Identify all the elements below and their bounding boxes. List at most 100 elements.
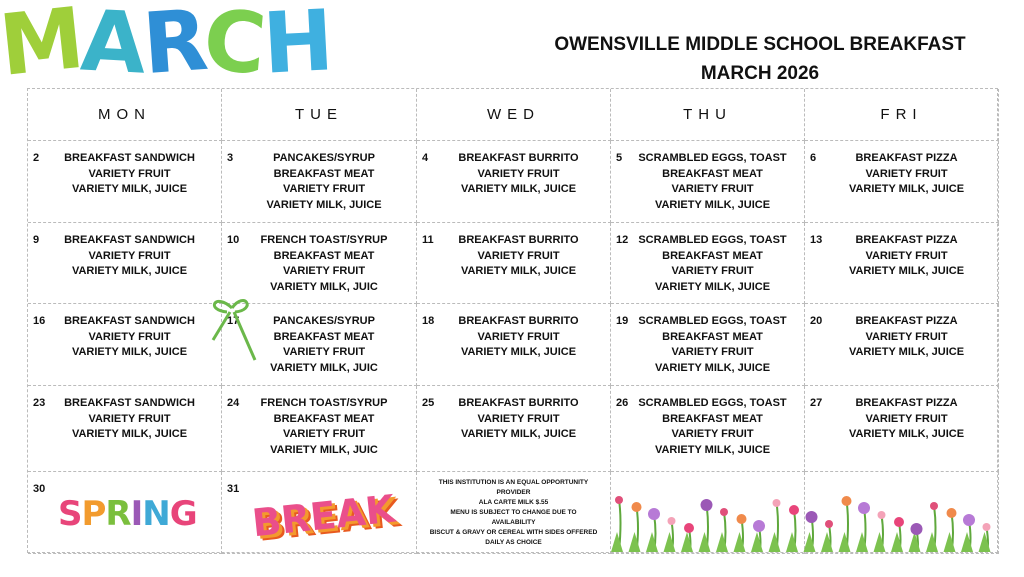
day-cell: 31: [222, 472, 417, 554]
note-line: THIS INSTITUTION IS AN EQUAL OPPORTUNITY: [438, 479, 589, 486]
day-header-wed: WED: [417, 89, 611, 141]
menu-item: VARIETY FRUIT: [865, 249, 948, 262]
march-logo: MARCH: [0, 0, 333, 95]
menu-item: VARIETY FRUIT: [671, 346, 754, 358]
menu-item: VARIETY MILK, JUICE: [266, 198, 382, 211]
day-cell: 23 BREAKFAST SANDWICH VARIETY FRUIT VARIETY…: [28, 386, 222, 472]
menu-item: BREAKFAST MEAT: [662, 330, 763, 343]
menu-item: BREAKFAST SANDWICH: [64, 152, 195, 164]
page-subtitle: MARCH 2026: [700, 63, 820, 84]
menu-items: FRENCH TOAST/SYRUP BREAKFAST MEAT VARIETY …: [222, 396, 416, 458]
menu-item: VARIETY FRUIT: [477, 167, 560, 180]
logo-letter: A: [78, 0, 146, 93]
menu-item: VARIETY FRUIT: [88, 249, 171, 262]
menu-items: BREAKFAST PIZZA VARIETY FRUIT VARIETY MILK…: [805, 233, 998, 280]
menu-item: FRENCH TOAST/SYRUP: [260, 234, 388, 246]
menu-item: VARIETY FRUIT: [477, 249, 560, 262]
day-header-fri: FRI: [805, 89, 999, 141]
calendar-grid: MON TUE WED THU FRI 2 BREAKFAST SANDWICH VARIET…: [27, 88, 999, 554]
day-number: 27: [810, 397, 823, 409]
day-cell: 25 BREAKFAST BURRITO VARIETY FRUIT VARIETY …: [417, 386, 611, 472]
menu-item: BREAKFAST SANDWICH: [64, 397, 195, 409]
menu-item: BREAKFAST MEAT: [662, 167, 763, 180]
menu-item: BREAKFAST MEAT: [662, 249, 763, 262]
note-line: ALA CARTE MILK $.55: [478, 499, 549, 506]
menu-item: SCRAMBLED EGGS, TOAST: [638, 152, 787, 164]
day-cell: 6 BREAKFAST PIZZA VARIETY FRUIT VARIETY MIL…: [805, 141, 999, 223]
day-number: 4: [422, 152, 429, 164]
menu-item: VARIETY FRUIT: [671, 265, 754, 277]
menu-item: VARIETY MILK, JUICE: [460, 346, 577, 358]
day-number: 31: [227, 483, 240, 495]
spring-letter: N: [142, 494, 170, 534]
day-number: 20: [810, 315, 823, 327]
menu-item: SCRAMBLED EGGS, TOAST: [638, 397, 787, 409]
day-number: 3: [227, 152, 234, 164]
menu-item: BREAKFAST PIZZA: [855, 234, 958, 246]
day-cell: 20 BREAKFAST PIZZA VARIETY FRUIT VARIETY MI…: [805, 304, 999, 386]
menu-item: FRENCH TOAST/SYRUP: [260, 397, 388, 409]
menu-items: FRENCH TOAST/SYRUP BREAKFAST MEAT VARIETY …: [222, 233, 416, 295]
day-number: 5: [616, 152, 623, 164]
day-cell: 26 SCRAMBLED EGGS, TOAST BREAKFAST MEAT VAR…: [611, 386, 805, 472]
spring-letter: P: [81, 494, 107, 534]
menu-item: VARIETY MILK, JUICE: [654, 361, 771, 374]
menu-items: SCRAMBLED EGGS, TOAST BREAKFAST MEAT VARIE…: [611, 233, 804, 295]
day-number: 2: [33, 152, 40, 164]
day-cell: [611, 472, 805, 554]
menu-item: VARIETY FRUIT: [671, 183, 754, 195]
day-cell: 4 BREAKFAST BURRITO VARIETY FRUIT VARIETY M…: [417, 141, 611, 223]
spring-graphic: SPRING: [58, 494, 198, 534]
menu-item: BREAKFAST BURRITO: [458, 234, 579, 246]
menu-item: VARIETY FRUIT: [865, 412, 948, 425]
notes-cell: THIS INSTITUTION IS AN EQUAL OPPORTUNITY…: [417, 472, 611, 554]
day-cell: 19 SCRAMBLED EGGS, TOAST BREAKFAST MEAT VAR…: [611, 304, 805, 386]
day-cell: 2 BREAKFAST SANDWICH VARIETY FRUIT VARIETY …: [28, 141, 222, 223]
menu-items: BREAKFAST SANDWICH VARIETY FRUIT VARIETY M…: [28, 233, 221, 280]
day-cell: 12 SCRAMBLED EGGS, TOAST BREAKFAST MEAT VAR…: [611, 223, 805, 304]
day-cell: 18 BREAKFAST BURRITO VARIETY FRUIT VARIETY …: [417, 304, 611, 386]
page-title: OWENSVILLE MIDDLE SCHOOL BREAKFAST: [554, 34, 966, 55]
menu-item: BREAKFAST MEAT: [273, 249, 375, 262]
day-cell: 3 PANCAKES/SYRUP BREAKFAST MEAT VARIETY FRU…: [222, 141, 417, 223]
menu-item: VARIETY MILK, JUICE: [460, 183, 577, 195]
menu-item: VARIETY FRUIT: [282, 265, 366, 277]
menu-items: BREAKFAST PIZZA VARIETY FRUIT VARIETY MILK…: [805, 396, 998, 443]
day-number: 10: [227, 234, 240, 246]
day-cell: 13 BREAKFAST PIZZA VARIETY FRUIT VARIETY MI…: [805, 223, 999, 304]
day-cell: 24 FRENCH TOAST/SYRUP BREAKFAST MEAT VARIET…: [222, 386, 417, 472]
note-line: DAILY AS CHOICE: [485, 539, 542, 546]
menu-item: VARIETY FRUIT: [865, 167, 948, 180]
menu-item: VARIETY MILK, JUICE: [71, 428, 188, 440]
menu-item: BREAKFAST PIZZA: [855, 315, 958, 327]
menu-item: VARIETY FRUIT: [477, 330, 560, 343]
day-number: 6: [810, 152, 817, 164]
day-header-mon: MON: [28, 89, 222, 141]
day-header-tue: TUE: [222, 89, 417, 141]
menu-item: VARIETY MILK, JUICE: [71, 183, 188, 195]
day-cell: 9 BREAKFAST SANDWICH VARIETY FRUIT VARIETY …: [28, 223, 222, 304]
menu-item: VARIETY FRUIT: [282, 346, 366, 358]
menu-item: VARIETY MILK, JUICE: [460, 265, 577, 277]
day-number: 23: [33, 397, 46, 409]
menu-item: VARIETY MILK, JUICE: [654, 280, 771, 293]
menu-item: VARIETY MILK, JUICE: [71, 265, 188, 277]
day-number: 30: [33, 483, 46, 495]
menu-item: BREAKFAST SANDWICH: [64, 315, 195, 327]
menu-item: VARIETY MILK, JUICE: [654, 443, 771, 456]
menu-items: BREAKFAST PIZZA VARIETY FRUIT VARIETY MILK…: [805, 151, 998, 198]
day-cell: 17 PANCAKES/SYRUP BREAKFAST MEAT VARIETY FR…: [222, 304, 417, 386]
menu-items: SCRAMBLED EGGS, TOAST BREAKFAST MEAT VARIE…: [611, 151, 804, 213]
note-line: BISCUT & GRAVY OR CEREAL WITH SIDES OFFE…: [429, 529, 598, 536]
menu-item: VARIETY FRUIT: [477, 412, 560, 425]
day-number: 12: [616, 234, 629, 246]
flowers-illustration: [611, 496, 991, 552]
spring-letter: R: [105, 494, 131, 534]
menu-items: BREAKFAST BURRITO VARIETY FRUIT VARIETY MI…: [417, 151, 610, 198]
menu-items: PANCAKES/SYRUP BREAKFAST MEAT VARIETY FRUI…: [222, 151, 416, 213]
menu-item: VARIETY FRUIT: [282, 428, 366, 440]
note-line: PROVIDER: [496, 489, 531, 496]
menu-items: BREAKFAST PIZZA VARIETY FRUIT VARIETY MILK…: [805, 314, 998, 361]
menu-item: BREAKFAST SANDWICH: [64, 234, 195, 246]
menu-item: VARIETY FRUIT: [282, 183, 366, 195]
